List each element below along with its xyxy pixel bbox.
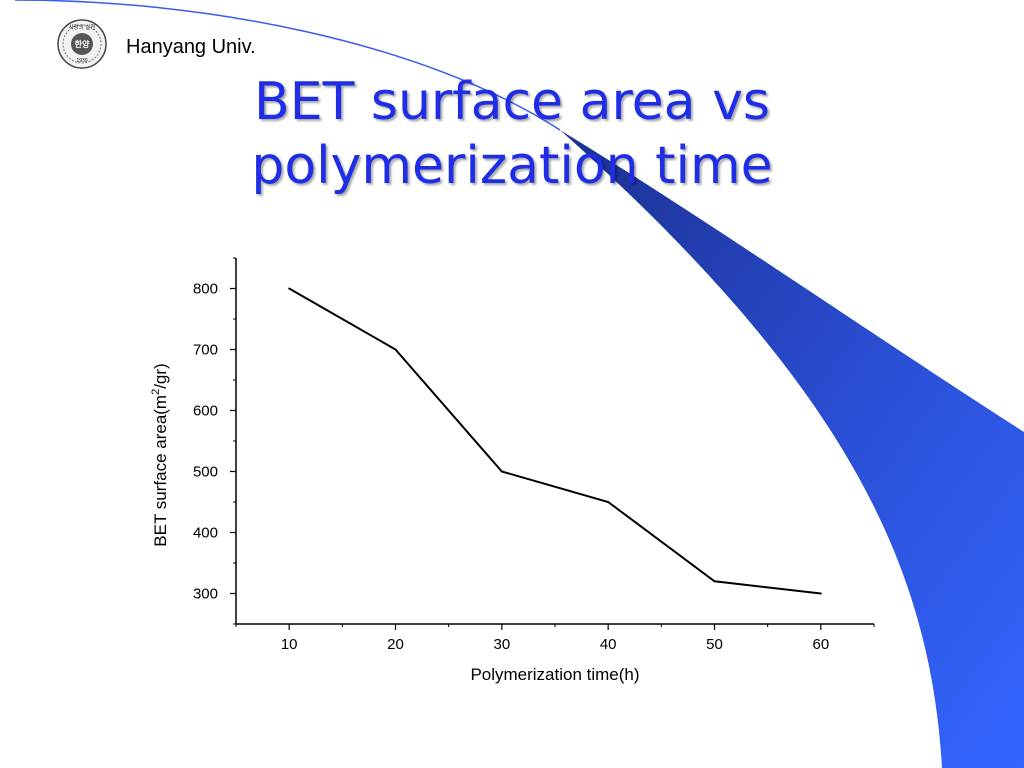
slide-title: BET surface area vs polymerization time <box>130 70 894 198</box>
y-tick-label: 400 <box>193 525 218 542</box>
y-tick-label: 300 <box>193 586 218 603</box>
series-line <box>288 287 821 595</box>
x-tick-label: 10 <box>281 636 298 653</box>
swoosh-thin-line <box>14 0 561 131</box>
y-axis-label: BET surface area(m2/gr) <box>150 363 170 546</box>
x-tick-label: 60 <box>812 636 829 653</box>
y-tick-label: 600 <box>193 403 218 420</box>
y-tick-label: 800 <box>193 281 218 298</box>
x-tick-label: 20 <box>387 636 404 653</box>
org-name: Hanyang Univ. <box>126 36 256 58</box>
y-tick-label: 500 <box>193 464 218 481</box>
title-line-1: BET surface area vs <box>254 72 770 132</box>
data-point <box>713 580 716 583</box>
x-axis-label: Polymerization time(h) <box>470 665 639 684</box>
chart-marks <box>288 287 822 595</box>
x-tick-label: 50 <box>706 636 723 653</box>
svg-text:한양: 한양 <box>75 39 90 49</box>
y-tick-label: 700 <box>193 342 218 359</box>
title-line-2: polymerization time <box>251 136 773 196</box>
data-point <box>394 348 397 351</box>
chart-ticks: 300 400 500 600 700 800 10 20 30 40 50 60 <box>193 257 875 653</box>
svg-text:1939: 1939 <box>76 58 87 64</box>
x-tick-label: 40 <box>600 636 617 653</box>
data-point <box>288 287 291 290</box>
university-seal-icon: 사랑의 실천 한양 1939 <box>57 19 107 69</box>
swoosh-band <box>560 130 1024 768</box>
data-point <box>500 470 503 473</box>
svg-text:사랑의 실천: 사랑의 실천 <box>69 23 96 31</box>
data-point <box>607 501 610 503</box>
data-point <box>819 592 822 595</box>
x-tick-label: 30 <box>493 636 510 653</box>
